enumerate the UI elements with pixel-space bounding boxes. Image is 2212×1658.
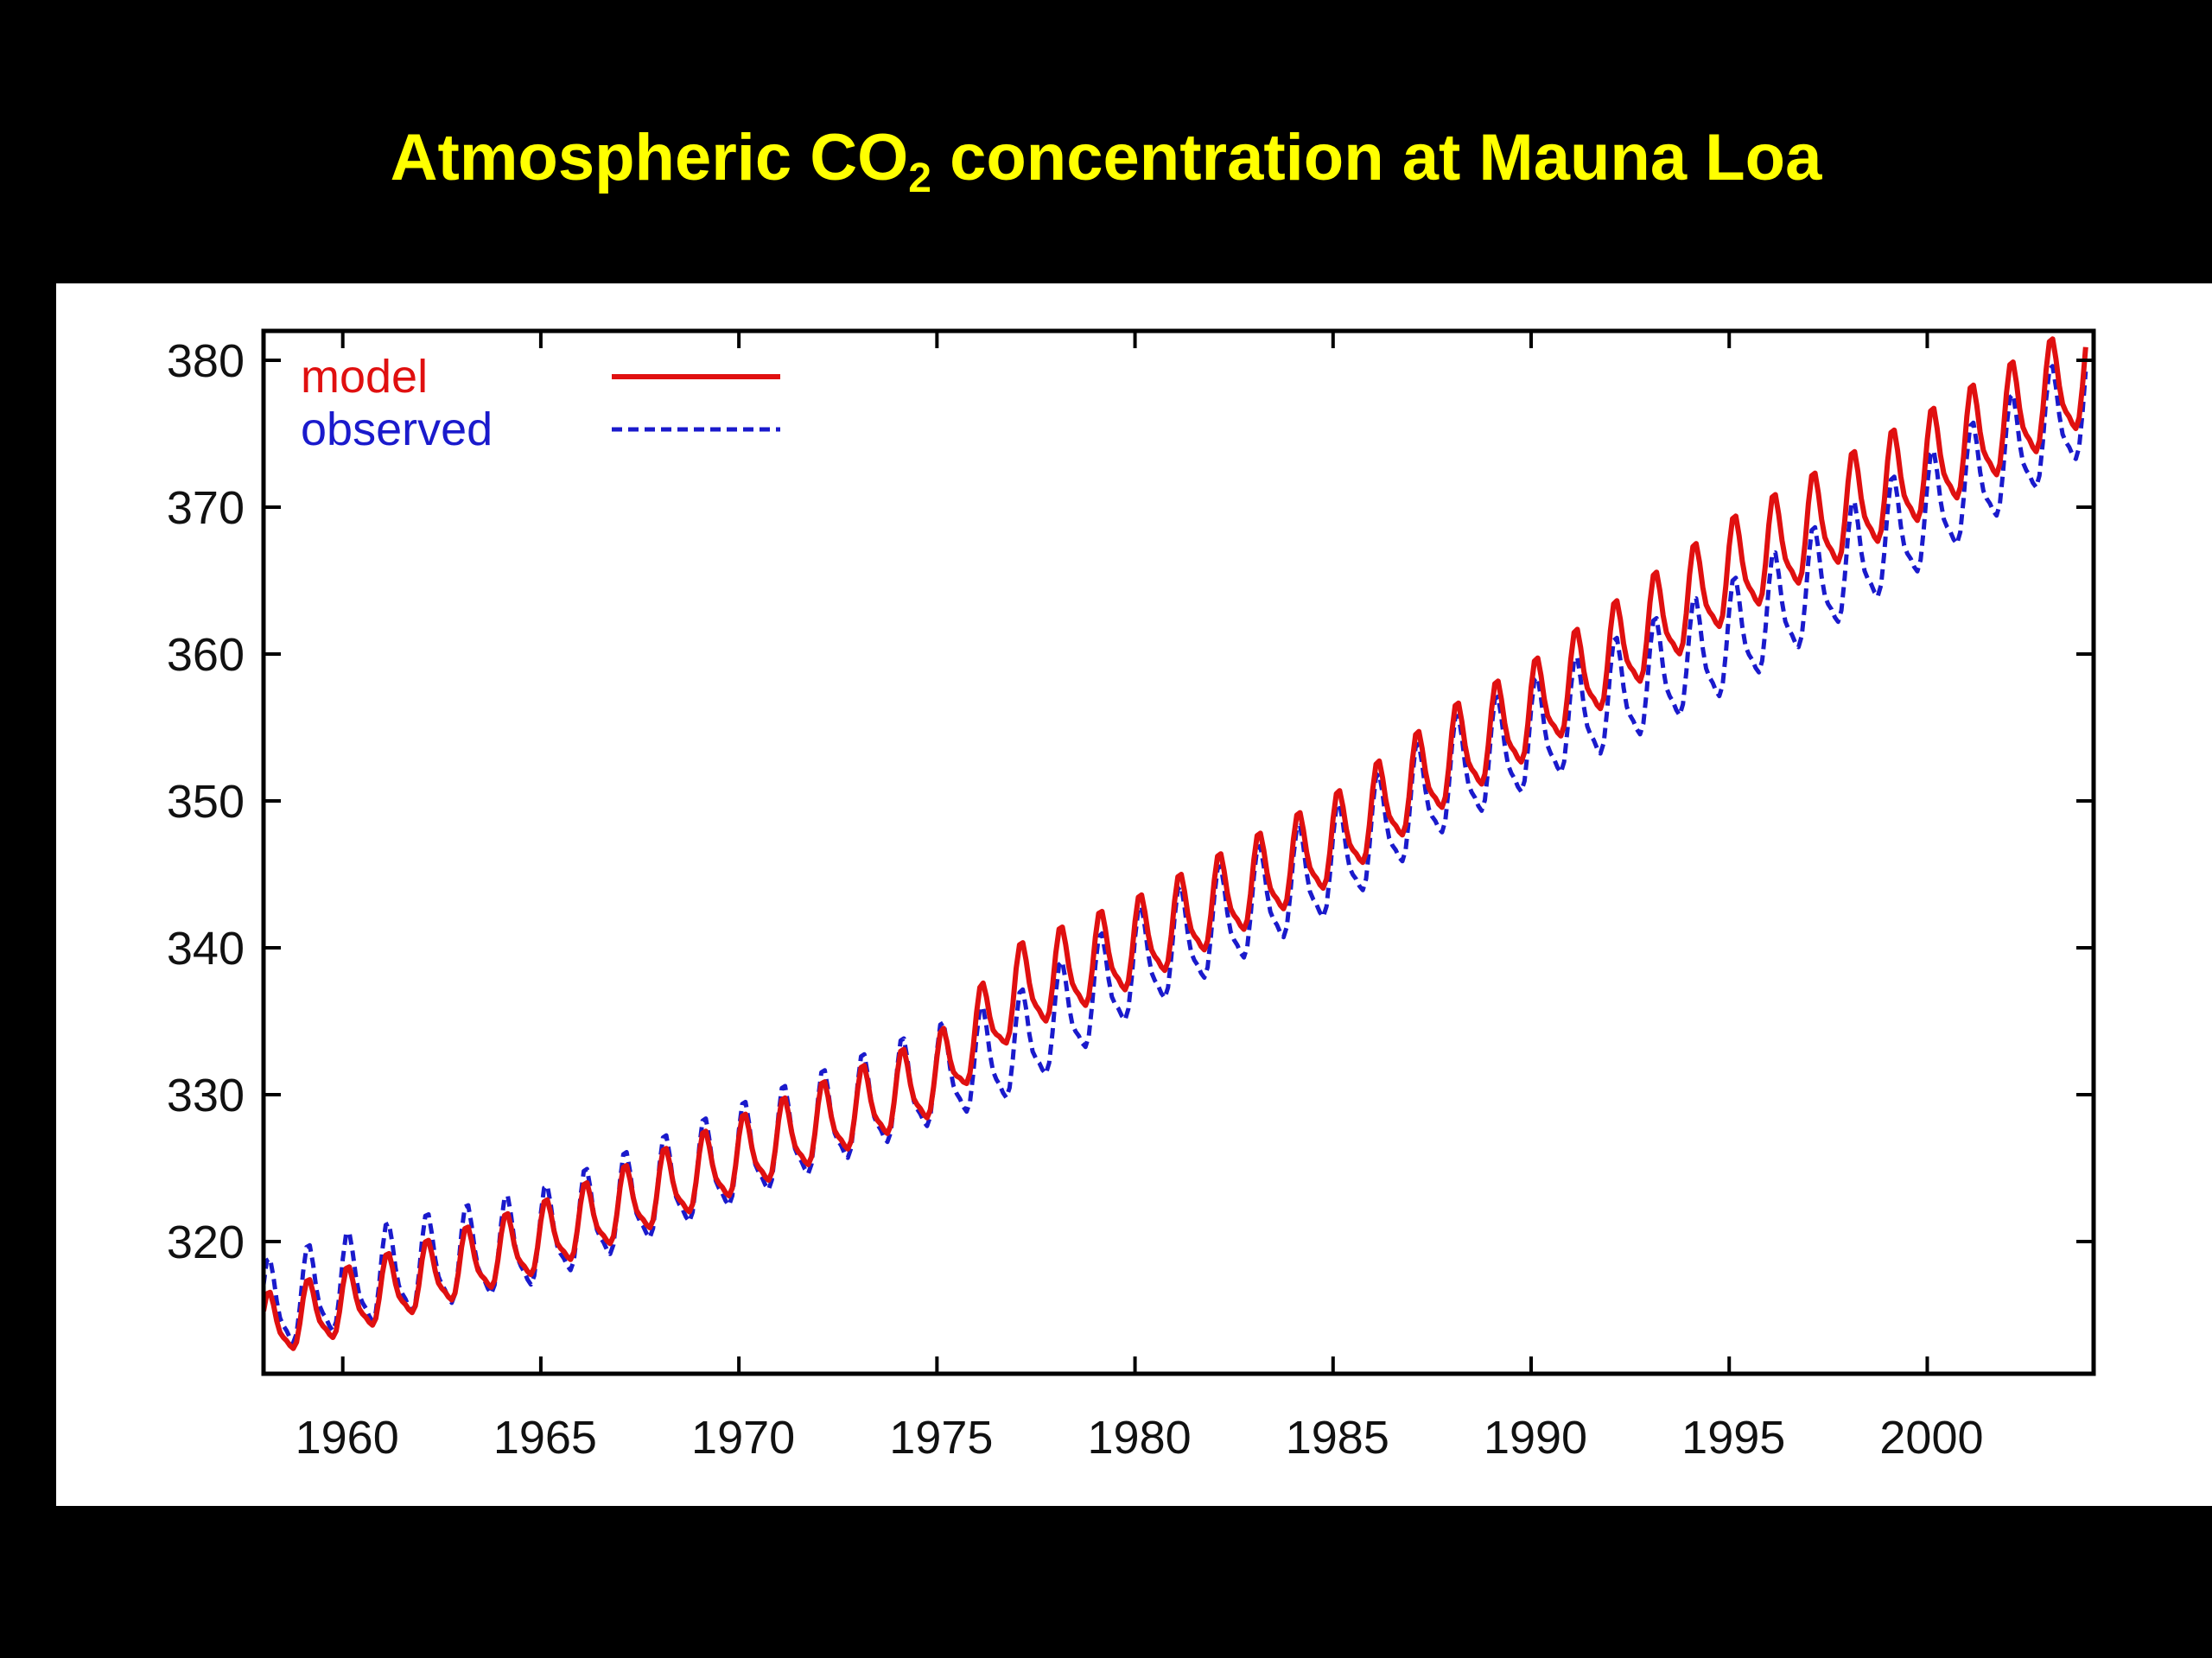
series-line-model [264,336,2088,1351]
x-tick-label: 1975 [889,1412,993,1464]
x-tick-label: 1985 [1286,1412,1389,1464]
x-tick-label: 1990 [1484,1412,1587,1464]
title-subscript: 2 [908,156,931,201]
title-prefix: Atmospheric CO [390,121,909,194]
data-lines [264,336,2088,1351]
x-tick-label: 1995 [1681,1412,1785,1464]
y-tick-label: 320 [167,1217,245,1268]
x-tick-label: 1980 [1088,1412,1192,1464]
co2-line-chart: 1960 1965 1970 1975 1980 1985 1990 1995 2000 320 3… [167,328,2096,1464]
title-suffix: concentration at Mauna Loa [931,121,1822,194]
chart-panel: 1960 1965 1970 1975 1980 1985 1990 1995 2000 320 3… [56,283,2212,1506]
x-tick-label: 1970 [691,1412,795,1464]
axes: 1960 1965 1970 1975 1980 1985 1990 1995 2000 320 3… [167,328,2096,1464]
x-tick-label: 2000 [1879,1412,1983,1464]
y-tick-label: 380 [167,335,245,387]
slide-title: Atmospheric CO2 concentration at Mauna L… [0,125,2212,200]
y-tick-label: 370 [167,482,245,534]
series-line-observed [264,364,2088,1345]
y-tick-label: 330 [167,1070,245,1121]
y-tick-label: 340 [167,923,245,975]
x-tick-label: 1960 [296,1412,399,1464]
x-tick-label: 1965 [493,1412,597,1464]
y-tick-label: 360 [167,629,245,681]
legend-label-model: model [301,351,428,403]
legend-label-observed: observed [301,403,493,455]
plot-frame [261,328,2096,1376]
y-tick-label: 350 [167,776,245,828]
